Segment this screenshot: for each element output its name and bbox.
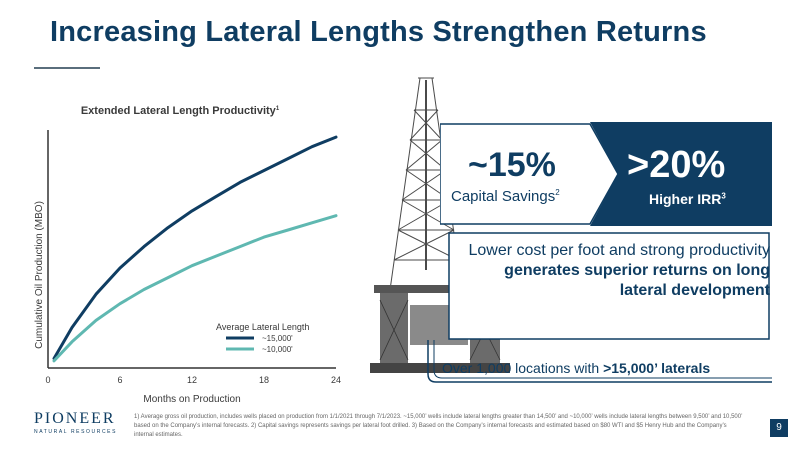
series-line-0	[52, 135, 338, 360]
legend-label-0: ~15,000'	[262, 334, 293, 343]
irr-value: >20%	[627, 144, 726, 186]
legend-title: Average Lateral Length	[216, 322, 309, 332]
x-tick-label-18: 18	[259, 375, 269, 385]
capital-savings-label: Capital Savings2	[451, 188, 560, 205]
chart-title: Extended Lateral Length Productivity1	[81, 105, 280, 117]
x-tick-label-0: 0	[45, 375, 50, 385]
legend: ~15,000' ~10,000'	[226, 334, 293, 354]
logo-tagline: NATURAL RESOURCES	[34, 429, 118, 435]
callout-banner	[440, 122, 772, 226]
x-tick-label-24: 24	[331, 375, 341, 385]
statement-text: Lower cost per foot and strong productiv…	[468, 242, 771, 299]
pioneer-logo: PIONEER NATURAL RESOURCES	[34, 410, 117, 435]
x-tick-labels: 0 6 12 18 24	[45, 375, 341, 385]
irr-label: Higher IRR3	[649, 191, 726, 207]
locations-statement: Over 1,000 locations with >15,000’ later…	[442, 360, 711, 376]
series-lines	[52, 135, 338, 363]
logo-name: PIONEER	[34, 410, 116, 427]
y-axis-label: Cumulative Oil Production (MBO)	[34, 201, 45, 349]
legend-label-1: ~10,000'	[262, 345, 293, 354]
capital-savings-value: ~15%	[468, 146, 556, 184]
series-line-1	[52, 214, 338, 363]
irr-arrow-panel	[590, 122, 772, 226]
productivity-chart: Extended Lateral Length Productivity1 Cu…	[34, 105, 341, 405]
x-tick-label-12: 12	[187, 375, 197, 385]
page-number: 9	[770, 419, 788, 437]
statement-box	[448, 232, 770, 340]
footnotes: 1) Average gross oil production, include…	[134, 414, 743, 438]
x-tick-label-6: 6	[117, 375, 122, 385]
x-axis-label: Months on Production	[143, 394, 240, 405]
slide-title: Increasing Lateral Lengths Strengthen Re…	[50, 16, 707, 48]
title-underline	[34, 67, 100, 69]
connector-line	[427, 340, 772, 383]
